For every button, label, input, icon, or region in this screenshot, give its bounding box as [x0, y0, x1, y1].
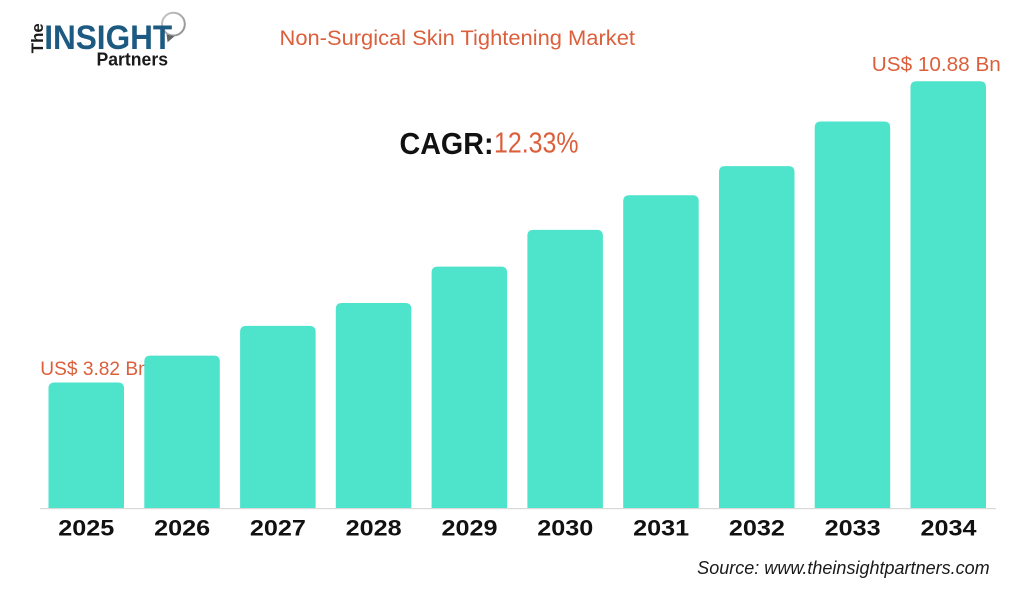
svg-text:CAGR:: CAGR:	[400, 126, 494, 161]
svg-text:2030: 2030	[537, 516, 593, 541]
svg-text:2034: 2034	[921, 516, 978, 541]
svg-text:2027: 2027	[250, 516, 306, 541]
svg-text:Non-Surgical Skin Tightening M: Non-Surgical Skin Tightening Market	[280, 26, 636, 50]
svg-text:US$ 3.82 Bn: US$ 3.82 Bn	[40, 358, 149, 380]
svg-text:Source: www.theinsightpartners: Source: www.theinsightpartners.com	[697, 558, 990, 578]
svg-text:2032: 2032	[729, 516, 785, 541]
svg-text:2029: 2029	[442, 516, 498, 541]
svg-text:US$ 10.88 Bn: US$ 10.88 Bn	[872, 54, 1001, 76]
svg-text:2026: 2026	[154, 516, 210, 541]
svg-text:The: The	[28, 23, 47, 53]
svg-text:2025: 2025	[58, 516, 114, 541]
svg-text:12.33%: 12.33%	[494, 128, 579, 160]
svg-text:INSIGHT: INSIGHT	[44, 19, 172, 57]
svg-text:2033: 2033	[825, 516, 881, 541]
svg-text:Partners: Partners	[97, 49, 169, 70]
svg-text:2031: 2031	[633, 516, 689, 541]
svg-text:2028: 2028	[346, 516, 402, 541]
